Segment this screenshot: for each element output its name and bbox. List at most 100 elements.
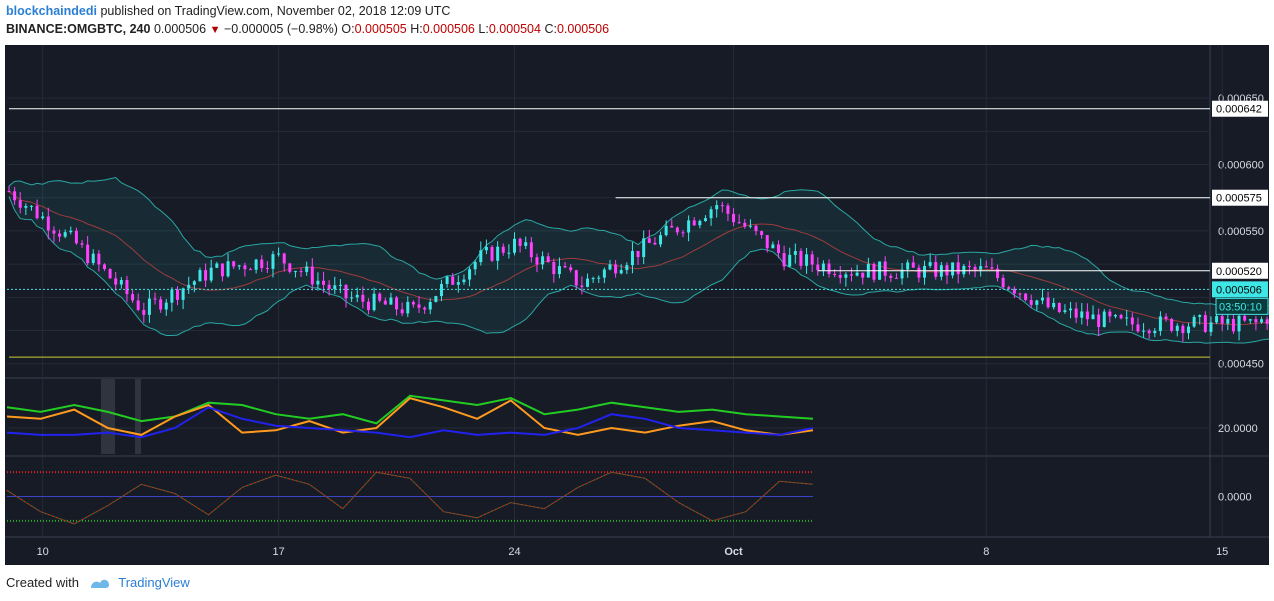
candle-body [1248,319,1252,321]
candle-body [468,269,472,280]
current-price-box [1212,281,1268,298]
candle-body [771,244,775,249]
candle-body [181,288,185,300]
time-tick-label: 8 [983,546,989,558]
candle-body [411,301,415,305]
candle-body [833,273,837,276]
candle-body [934,262,938,277]
candle-body [428,301,432,310]
candle-body [74,230,78,244]
candle-body [423,307,427,310]
candle-body [670,225,674,228]
candle-body [366,301,370,311]
candle-body [1187,326,1190,334]
countdown-label: 03:50:10 [1219,301,1262,313]
candle-body [417,304,421,308]
candle-body [271,254,275,269]
candle-body [788,254,792,267]
candle-body [962,265,966,275]
candle-body [69,230,73,233]
tradingview-logo-icon[interactable] [89,576,111,593]
candle-body [614,264,618,274]
candle-body [816,264,820,271]
candle-body [1158,316,1162,331]
candle-body [215,263,219,268]
candle-body [552,262,556,275]
candle-body [350,297,354,299]
price-tick-label: 0.000600 [1218,160,1264,172]
candle-body [1226,318,1230,324]
candle-body [850,274,853,276]
low-label: L: [478,22,489,36]
candle-body [827,263,831,274]
candle-body [18,200,22,208]
osc1-highlight-band [135,379,141,454]
close-value: 0.000506 [556,22,610,36]
candle-body [647,238,651,243]
candle-body [102,264,106,270]
candle-body [765,234,769,249]
candle-body [1052,302,1056,308]
candle-body [187,284,191,289]
down-arrow-icon: ▼ [209,24,221,36]
candle-body [703,218,707,221]
time-tick-label: 15 [1216,546,1228,558]
candle-body [580,285,584,287]
candle-body [1220,316,1224,324]
osc1-tick-label: 20.0000 [1218,423,1258,435]
level-label-box [1212,189,1268,206]
candle-body [496,246,500,261]
candle-body [13,191,17,201]
candle-body [821,263,825,271]
candle-body [164,302,168,310]
chart-area[interactable]: 0.000650 0.000600 0.000550 0.000450 10 17 24 Oc… [5,45,1274,565]
candle-body [1260,319,1264,323]
candle-body [911,262,915,268]
footer: Created with TradingView [6,575,190,593]
candle-body [372,293,376,311]
candle-body [176,289,179,300]
level-label: 0.000520 [1216,266,1262,278]
candle-body [838,275,842,278]
candle-body [535,257,539,265]
candle-body [1035,300,1039,305]
candle-body [872,263,876,280]
candle-body [316,280,320,285]
candle-body [1209,322,1213,332]
candle-body [142,309,146,315]
candle-body [260,259,264,269]
candle-body [1215,316,1219,323]
level-label-box [1212,262,1268,279]
candle-body [232,261,236,267]
candle-body [1153,330,1157,334]
level-label-box [1212,100,1268,117]
candle-body [378,293,382,301]
published-text: published on TradingView.com, November 0… [97,4,451,18]
time-tick-label: 17 [272,546,284,558]
candle-body [810,254,814,265]
high-label: H: [410,22,423,36]
candle-body [659,235,663,245]
candle-body [990,267,994,269]
candle-body [698,220,702,226]
candle-body [389,297,393,305]
candle-body [1091,314,1095,320]
candle-body [159,299,163,310]
candle-body [131,294,135,301]
candle-body [1170,318,1174,331]
author-link[interactable]: blockchaindedi [6,4,97,18]
candle-body [743,222,747,227]
candle-body [619,270,623,274]
tradingview-link[interactable]: TradingView [118,575,190,590]
candle-body [1243,315,1247,321]
candle-body [557,266,561,275]
symbol-label: BINANCE:OMGBTC, 240 [6,22,151,36]
candle-body [395,297,399,310]
candle-body [439,283,443,297]
candle-body [1147,330,1151,334]
candle-body [1113,314,1117,317]
close-label: C: [544,22,557,36]
candle-body [7,191,11,193]
candle-body [1012,288,1016,294]
